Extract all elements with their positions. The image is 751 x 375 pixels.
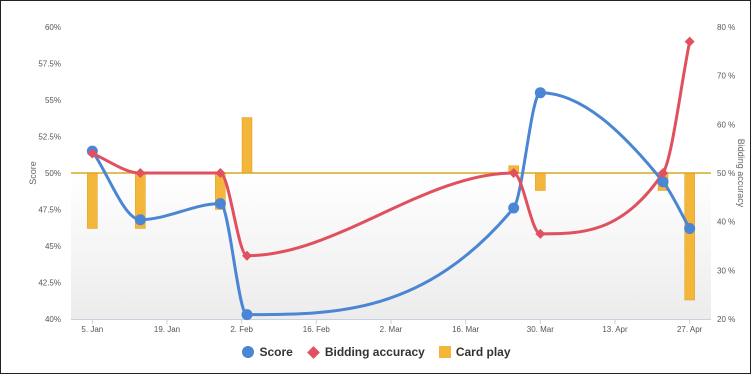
y-left-tick-label: 47.5% [38,206,61,215]
x-tick-label: 19. Jan [154,325,180,334]
score-point[interactable] [242,309,253,320]
x-tick-label: 5. Jan [81,325,103,334]
y-left-tick-label: 60% [45,23,61,32]
y-right-tick-label: 60 % [717,120,735,129]
y-left-tick-label: 45% [45,242,61,251]
score-point[interactable] [535,87,546,98]
y-right-tick-label: 80 % [717,23,735,32]
legend-circle-icon [242,346,254,358]
score-point[interactable] [215,198,226,209]
legend-square-icon [439,346,451,358]
y-left-tick-label: 55% [45,96,61,105]
x-tick-label: 13. Apr [602,325,628,334]
legend-item-score[interactable]: Score [242,345,292,359]
y-axis-right: 20 % 30 % 40 % 50 % 60 % 70 % 80 % [717,23,735,324]
y-left-tick-label: 40% [45,315,61,324]
legend-label-card-play: Card play [456,345,511,359]
y-axis-right-title: Bidding accuracy [736,139,746,208]
bidding-accuracy-point[interactable] [685,37,695,47]
x-tick-label: 16. Mar [452,325,479,334]
score-point[interactable] [508,203,519,214]
legend-item-card-play[interactable]: Card play [439,345,511,359]
x-tick-label: 27. Apr [677,325,703,334]
y-right-tick-label: 70 % [717,72,735,81]
y-right-tick-label: 40 % [717,218,735,227]
chart-legend: Score Bidding accuracy Card play [1,345,751,359]
card-play-bar[interactable] [685,173,695,300]
card-play-bar[interactable] [87,173,97,228]
y-left-tick-label: 52.5% [38,133,61,142]
legend-item-bidding-accuracy[interactable]: Bidding accuracy [307,345,425,359]
y-right-tick-label: 30 % [717,266,735,275]
y-left-tick-label: 50% [45,169,61,178]
legend-diamond-icon [307,346,320,359]
card-play-bar[interactable] [242,118,252,173]
score-point[interactable] [135,214,146,225]
x-axis: 5. Jan 19. Jan 2. Feb 16. Feb 2. Mar 16. Mar 3… [71,319,711,334]
legend-label-score: Score [259,345,292,359]
y-right-tick-label: 50 % [717,169,735,178]
score-point[interactable] [684,223,695,234]
legend-label-bidding-accuracy: Bidding accuracy [325,345,425,359]
x-tick-label: 2. Feb [230,325,253,334]
y-axis-left-title: Score [28,161,38,185]
x-tick-label: 16. Feb [303,325,331,334]
card-play-bar[interactable] [535,173,545,191]
y-right-tick-label: 20 % [717,315,735,324]
y-axis-left: 40% 42.5% 45% 47.5% 50% 52.5% 55% 57.5% 60% [38,23,61,324]
y-left-tick-label: 57.5% [38,60,61,69]
x-tick-label: 2. Mar [380,325,403,334]
x-tick-label: 30. Mar [527,325,554,334]
y-left-tick-label: 42.5% [38,279,61,288]
